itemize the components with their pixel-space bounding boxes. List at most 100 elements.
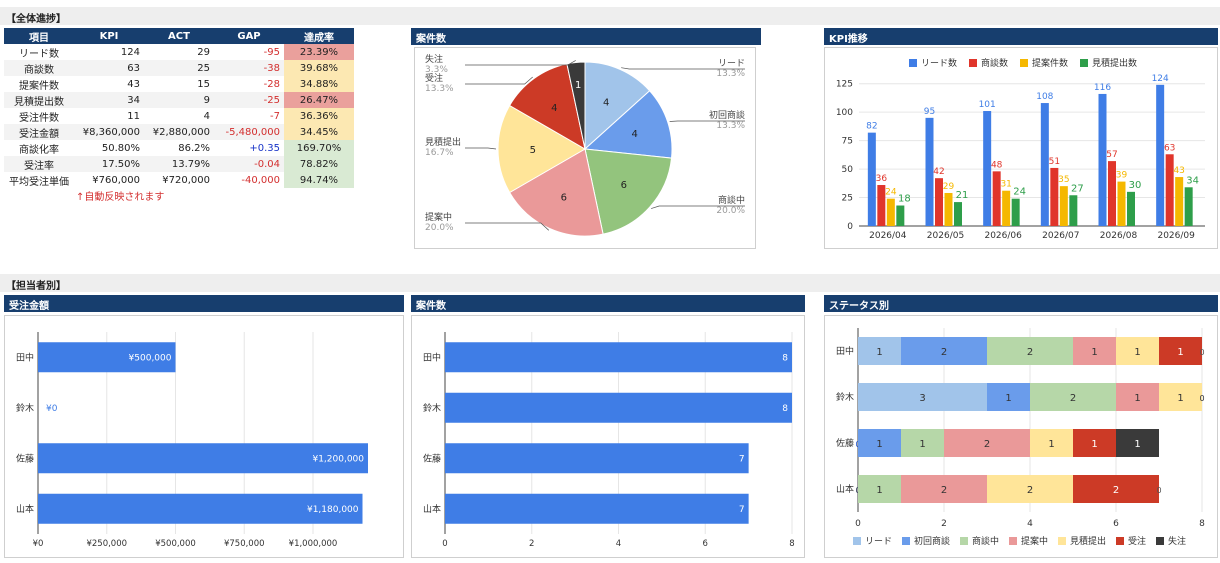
case-count-title: 案件数: [411, 295, 805, 312]
legend-label: 商談中: [972, 535, 999, 547]
kpi-target-cell: ¥760,000: [92, 174, 140, 186]
data-label: 35: [1058, 175, 1069, 185]
kpi-item-cell: 見積提出数: [4, 92, 74, 108]
pie-percent: 20.0%: [425, 223, 454, 233]
kpi-gap-cell: -38: [214, 60, 284, 76]
segment-label: 2: [941, 347, 947, 358]
kpi-header-cell: 達成率: [284, 28, 354, 44]
data-label: 24: [1013, 187, 1026, 198]
bar: [1175, 177, 1184, 226]
kpi-actual-cell: 15: [197, 78, 210, 90]
bar: [925, 117, 934, 226]
x-tick-label: 2026/07: [1042, 231, 1079, 241]
pie-slice-value: 6: [621, 180, 627, 191]
section-overall: 【全体進捗】: [0, 7, 1220, 25]
legend-label: 商談数: [981, 57, 1008, 69]
kpi-actual-cell: 4: [203, 110, 210, 122]
stacked-bar-segment: [1116, 337, 1159, 365]
stacked-bar-segment: [1073, 475, 1159, 503]
table-row: 受注件数 11 4 -7 36.36%: [4, 108, 354, 124]
pie-leader-line: [651, 205, 745, 209]
status-chart: 02468田中1221110鈴木3121100佐藤0112111山本001222…: [836, 328, 1205, 547]
stacked-bar-segment: [944, 429, 1030, 457]
segment-label: 1: [876, 485, 882, 496]
x-tick-label: 8: [1199, 519, 1205, 529]
x-tick-label: 6: [703, 539, 708, 549]
segment-label: 2: [984, 439, 990, 450]
pie-leader-line: [465, 147, 497, 150]
stacked-bar-segment: [1030, 383, 1116, 411]
x-tick-label: 2: [529, 539, 534, 549]
section-by-person: 【担当者別】: [0, 274, 1220, 292]
stacked-bar-segment: [1030, 429, 1073, 457]
pie-chart-title: 案件数: [411, 28, 761, 45]
kpi-item-cell: 平均受注単価: [9, 176, 69, 188]
stacked-bar-segment: [1073, 337, 1116, 365]
segment-label: 1: [1091, 439, 1097, 450]
case-count-chart: 0 2 4 6 8 田中 8 鈴木 8 佐藤 7 山本 7: [423, 332, 795, 549]
kpi-rate-cell: 39.68%: [284, 60, 354, 76]
kpi-item-cell: 商談化率: [19, 144, 59, 156]
segment-label: 1: [1048, 439, 1054, 450]
legend-swatch: [969, 59, 977, 67]
legend-swatch: [853, 537, 861, 545]
pie-slice: [566, 61, 586, 150]
data-label: 48: [991, 160, 1003, 170]
stacked-bar-segment: [1116, 383, 1159, 411]
kpi-header-cell: GAP: [214, 28, 284, 44]
kpi-gap-cell: -95: [263, 46, 280, 58]
order-amount-title: 受注金額: [4, 295, 404, 312]
pie-slice: [508, 148, 604, 237]
kpi-target-cell: 17.50%: [74, 156, 144, 172]
stacked-bar-segment: [901, 429, 944, 457]
bar: [983, 111, 992, 226]
pie-label: 失注: [425, 53, 443, 65]
kpi-actual-cell: 29: [197, 46, 210, 58]
data-label: 82: [866, 122, 877, 132]
legend-swatch: [909, 59, 917, 67]
pie-slice: [584, 61, 651, 151]
stacked-bar-segment: [987, 337, 1073, 365]
data-label: 63: [1164, 143, 1175, 153]
x-tick-label: 4: [616, 539, 621, 549]
table-row: 受注率 17.50% 13.79% -0.04 78.82%: [4, 156, 354, 172]
data-label: 8: [782, 404, 788, 414]
y-tick-label: 山本: [423, 503, 441, 515]
bar: [1184, 187, 1193, 226]
pie-slice-value: 1: [575, 80, 581, 91]
bar: [886, 198, 895, 226]
kpi-target-cell: 50.80%: [101, 142, 140, 154]
bar: [1011, 198, 1020, 226]
bar: [1117, 181, 1126, 226]
kpi-rate-cell: 169.70%: [284, 140, 354, 156]
pie-percent: 16.7%: [425, 148, 454, 158]
segment-label: 1: [1134, 393, 1140, 404]
bar: [935, 178, 943, 226]
bar: [445, 443, 749, 474]
y-tick-label: 100: [836, 108, 853, 118]
x-tick-label: 0: [855, 519, 861, 529]
stacked-bar-segment: [858, 475, 901, 503]
data-label: ¥1,200,000: [312, 454, 364, 464]
data-label: 42: [933, 167, 944, 177]
segment-label: 3: [919, 393, 925, 404]
bar: [38, 443, 368, 474]
pie-chart-box: 4 4 6 6 5 4 1 リード 13.3% 初回商談 13.3% 商談中 20.0% 提案中 20.0%…: [414, 47, 756, 249]
x-tick-label: 2026/04: [869, 231, 907, 241]
pie-label: リード: [718, 59, 745, 69]
legend-label: リード: [865, 537, 892, 547]
kpi-gap-cell: -0.04: [214, 156, 284, 172]
y-tick-label: 鈴木: [836, 391, 854, 403]
data-label: 51: [1049, 157, 1060, 167]
status-title: ステータス別: [824, 295, 1218, 312]
segment-label: 1: [1177, 393, 1183, 404]
kpi-rate-cell: 34.45%: [284, 124, 354, 140]
pie-percent: 13.3%: [425, 84, 454, 94]
legend-label: リード数: [921, 57, 957, 69]
kpi-actual-cell: 9: [144, 92, 214, 108]
y-tick-label: 鈴木: [423, 402, 441, 414]
pie-slice-value: 4: [631, 129, 637, 140]
legend-swatch: [902, 537, 910, 545]
zero-segment-label: 0: [1199, 394, 1204, 403]
kpi-header-cell: KPI: [74, 28, 144, 44]
